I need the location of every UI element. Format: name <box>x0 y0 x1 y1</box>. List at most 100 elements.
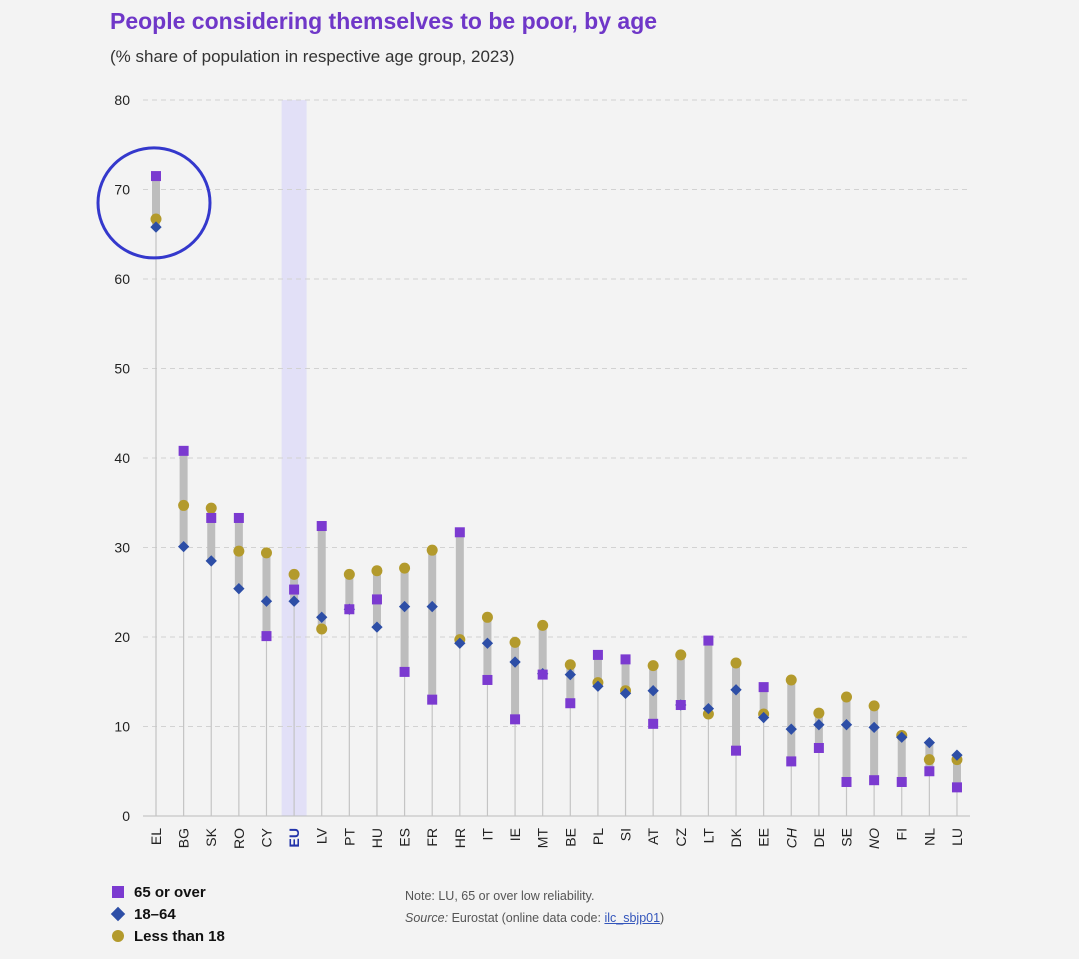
x-tick-label: LT <box>700 828 716 844</box>
point-65-over <box>261 631 272 642</box>
point-65-over <box>454 527 465 538</box>
x-tick-label: SE <box>839 828 855 847</box>
point-65-over <box>482 674 493 685</box>
point-65-over <box>206 512 217 523</box>
x-tick-label: DE <box>811 828 827 847</box>
point-65-over <box>841 776 852 787</box>
chart-subtitle: (% share of population in respective age… <box>110 47 515 66</box>
range-bar <box>814 713 823 748</box>
range-bar <box>207 508 216 561</box>
point-less-than-18 <box>288 568 300 580</box>
range-bar <box>870 705 879 781</box>
legend-item-less-18: Less than 18 <box>112 925 225 947</box>
x-tick-label: HR <box>452 828 468 848</box>
x-tick-label: AT <box>645 828 661 845</box>
point-65-over <box>951 782 962 793</box>
source-link[interactable]: ilc_sbjp01 <box>604 911 661 925</box>
point-65-over <box>869 775 880 786</box>
point-less-than-18 <box>316 623 328 635</box>
point-65-over <box>675 700 686 711</box>
point-18-64 <box>592 680 604 692</box>
range-bar <box>538 625 547 675</box>
point-18-64 <box>233 583 245 595</box>
x-tick-label: RO <box>231 828 247 849</box>
notes: Note: LU, 65 or over low reliability. So… <box>405 885 664 929</box>
point-18-64 <box>757 711 770 724</box>
point-65-over <box>758 682 769 693</box>
point-less-than-18 <box>841 691 852 703</box>
y-tick-label: 40 <box>114 450 130 466</box>
point-65-over <box>151 171 161 182</box>
point-65-over <box>510 714 521 725</box>
legend-item-18-64: 18–64 <box>110 903 225 925</box>
x-tick-label: IT <box>479 828 495 841</box>
point-65-over <box>344 604 355 615</box>
range-bar <box>455 532 464 644</box>
point-18-64 <box>177 540 190 553</box>
y-tick-label: 80 <box>114 92 130 108</box>
x-tick-label: PL <box>590 828 606 845</box>
legend: 65 or over 18–64 Less than 18 <box>110 881 225 947</box>
x-tick-label: MT <box>535 828 551 849</box>
point-65-over <box>399 666 410 677</box>
source-text: Source: Eurostat (online data code: ilc_… <box>405 911 665 925</box>
point-18-64 <box>702 702 715 715</box>
point-less-than-18 <box>233 545 245 557</box>
point-65-over <box>703 635 714 646</box>
x-tick-label: PT <box>341 828 357 846</box>
point-65-over <box>786 756 797 767</box>
note-text: Note: LU, 65 or over low reliability. <box>405 889 595 903</box>
range-bar <box>593 654 602 687</box>
point-less-than-18 <box>343 568 355 580</box>
range-bar <box>704 640 713 714</box>
point-65-over <box>592 649 603 660</box>
x-tick-label: SI <box>618 828 634 841</box>
point-less-than-18 <box>509 636 521 648</box>
y-tick-label: 50 <box>114 361 130 377</box>
range-bar <box>400 568 409 672</box>
point-65-over <box>620 654 631 665</box>
point-18-64 <box>647 685 659 697</box>
circle-marker-icon <box>112 930 124 942</box>
y-tick-label: 0 <box>122 808 130 824</box>
point-18-64 <box>371 621 383 633</box>
y-tick-label: 10 <box>114 719 130 735</box>
x-tick-label: HU <box>369 828 385 848</box>
point-18-64 <box>923 736 936 749</box>
point-18-64 <box>619 687 632 700</box>
point-less-than-18 <box>537 619 549 631</box>
point-18-64 <box>288 595 300 607</box>
chart-title: People considering themselves to be poor… <box>110 8 658 34</box>
point-18-64 <box>205 555 217 567</box>
x-tick-label: EE <box>756 828 772 847</box>
point-less-than-18 <box>923 754 935 766</box>
point-65-over <box>178 445 189 456</box>
point-less-than-18 <box>399 562 411 574</box>
range-bar <box>511 642 520 720</box>
point-18-64 <box>260 595 273 607</box>
point-18-64 <box>509 656 521 668</box>
point-65-over <box>289 584 300 595</box>
point-less-than-18 <box>205 502 217 514</box>
point-less-than-18 <box>730 657 742 669</box>
annotation-circle <box>96 146 212 260</box>
point-less-than-18 <box>868 700 880 712</box>
x-tick-label: CH <box>783 827 799 848</box>
x-tick-label: DK <box>728 827 744 847</box>
x-tick-label: EU <box>286 828 302 847</box>
point-18-64 <box>951 749 963 761</box>
point-18-64 <box>454 637 466 649</box>
y-tick-label: 70 <box>114 182 130 198</box>
point-less-than-18 <box>150 213 162 225</box>
point-18-64 <box>868 721 880 734</box>
y-tick-label: 60 <box>114 271 130 287</box>
point-18-64 <box>896 731 908 743</box>
point-less-than-18 <box>564 659 576 671</box>
range-bar <box>676 654 685 706</box>
point-65-over <box>565 698 576 709</box>
range-bar <box>787 679 796 762</box>
x-tick-label: CZ <box>673 828 689 847</box>
point-less-than-18 <box>178 499 190 511</box>
range-bar <box>179 450 188 547</box>
range-bar <box>345 574 354 610</box>
